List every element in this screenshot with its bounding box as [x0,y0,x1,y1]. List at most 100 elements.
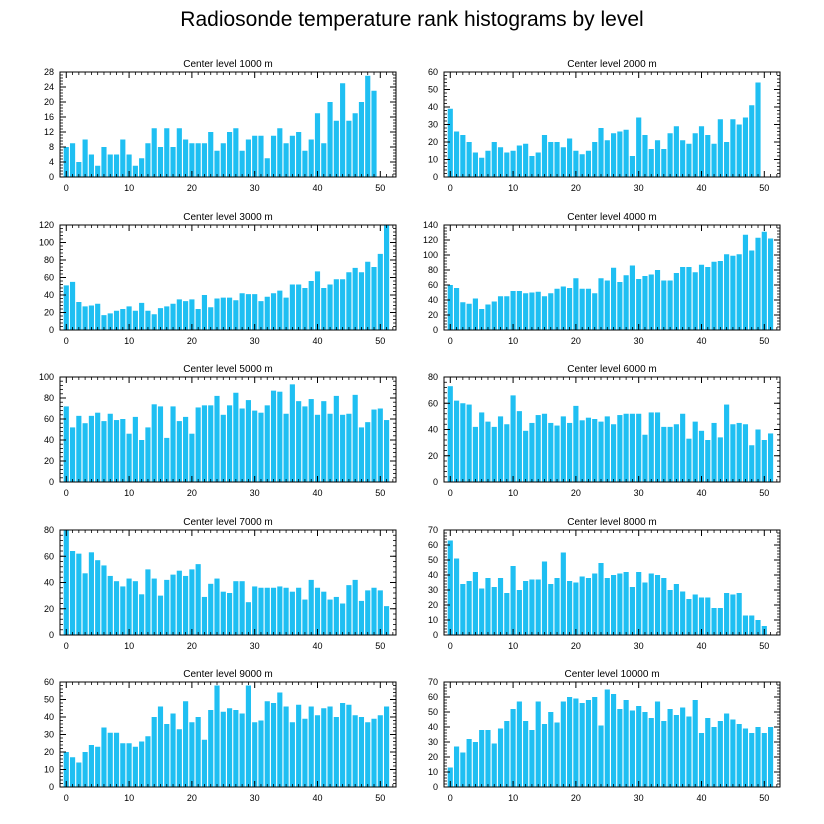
histogram-bar [673,126,679,177]
histogram-bar [327,706,333,787]
y-tick-label: 0 [433,325,438,335]
x-tick-label: 20 [571,183,581,193]
histogram-bar [107,413,113,482]
histogram-bar [447,767,453,787]
histogram-bar [724,142,730,177]
histogram-bar [107,575,113,635]
histogram-bar [585,578,592,635]
x-tick-label: 10 [508,641,518,651]
histogram-bar [183,575,189,635]
histogram-bar [523,581,529,635]
histogram-bar [227,405,233,482]
histogram-bar [585,417,592,482]
histogram-bar [485,578,491,635]
plot-frame [59,376,397,483]
histogram-bar [346,272,352,330]
histogram-bar [661,578,667,635]
x-tick-label: 40 [696,641,706,651]
histogram-bar [346,120,352,177]
histogram-bar [648,573,654,635]
histogram-bar [567,697,573,787]
y-tick-label: 40 [44,290,54,300]
histogram-bar [352,267,358,331]
histogram-bar [258,301,264,331]
histogram-bar [296,587,302,635]
histogram-bar [126,306,132,331]
histogram-bar [604,280,610,330]
histogram-bar [592,142,598,177]
histogram-bar [139,302,145,331]
histogram-bar [308,139,314,177]
histogram-bar [189,299,195,331]
histogram-bar [283,297,289,331]
y-tick-label: 0 [433,172,438,182]
histogram-bar [113,154,120,177]
histogram-bar [749,105,755,177]
histogram-bar [277,692,283,787]
histogram-bar [585,700,592,787]
panel-title: Center level 7000 m [183,517,273,528]
histogram-bar [692,421,698,483]
x-tick-label: 10 [124,336,134,346]
histogram-bar [447,285,453,330]
histogram-bar [333,279,339,330]
y-tick-label: 28 [44,67,54,77]
y-tick-label: 140 [423,220,438,230]
y-tick-label: 0 [49,477,54,487]
histogram-bar [302,599,308,635]
histogram-bar [302,718,308,787]
histogram-bar [302,150,308,177]
histogram-bar [749,733,755,787]
histogram-bar [642,276,648,330]
histogram-bar [535,579,541,635]
histogram-bar [629,156,635,177]
histogram-bar [761,440,767,482]
histogram-bar [629,710,635,787]
histogram-bar [711,422,717,482]
histogram-bar [736,422,742,482]
histogram-bar [648,274,654,330]
plot-frame [443,224,781,331]
histogram-bar [692,594,698,635]
histogram-bar [201,143,208,177]
y-tick-label: 20 [44,97,54,107]
histogram-panel: Center level 5000 m 0 10 20 30 40 50 0 20 40 60 80 1… [39,364,397,498]
histogram-bar [617,709,623,787]
histogram-bar [705,267,711,330]
histogram-bar [686,716,692,787]
x-tick-label: 10 [124,183,134,193]
histogram-bar [554,722,560,787]
x-tick-label: 50 [375,183,385,193]
histogram-bar [201,405,208,482]
histogram-bar [579,420,585,482]
x-tick-label: 30 [634,488,644,498]
histogram-bar [667,709,673,787]
histogram-bar [371,90,377,177]
histogram-bar [548,293,554,330]
y-tick-label: 80 [44,393,54,403]
histogram-bar [252,410,258,482]
histogram-bar [611,133,617,177]
histogram-bar [573,405,579,483]
histogram-bar [264,587,270,635]
histogram-bar [208,710,214,787]
y-tick-label: 60 [428,398,438,408]
histogram-bar [724,404,730,482]
histogram-bar [523,721,529,787]
histogram-bar [283,587,289,635]
histogram-bar [698,126,705,177]
histogram-bar [523,293,529,330]
histogram-bar [623,572,629,635]
histogram-bar [491,426,497,483]
histogram-bar [264,296,270,330]
histogram-bar [101,565,107,635]
histogram-bar [289,284,295,330]
histogram-bar [63,530,69,635]
histogram-bar [724,254,730,330]
histogram-bar [145,736,151,787]
histogram-bar [126,578,132,635]
histogram-bar [661,426,667,483]
x-tick-label: 30 [250,641,260,651]
histogram-bar [554,142,560,177]
histogram-bar [145,143,151,177]
